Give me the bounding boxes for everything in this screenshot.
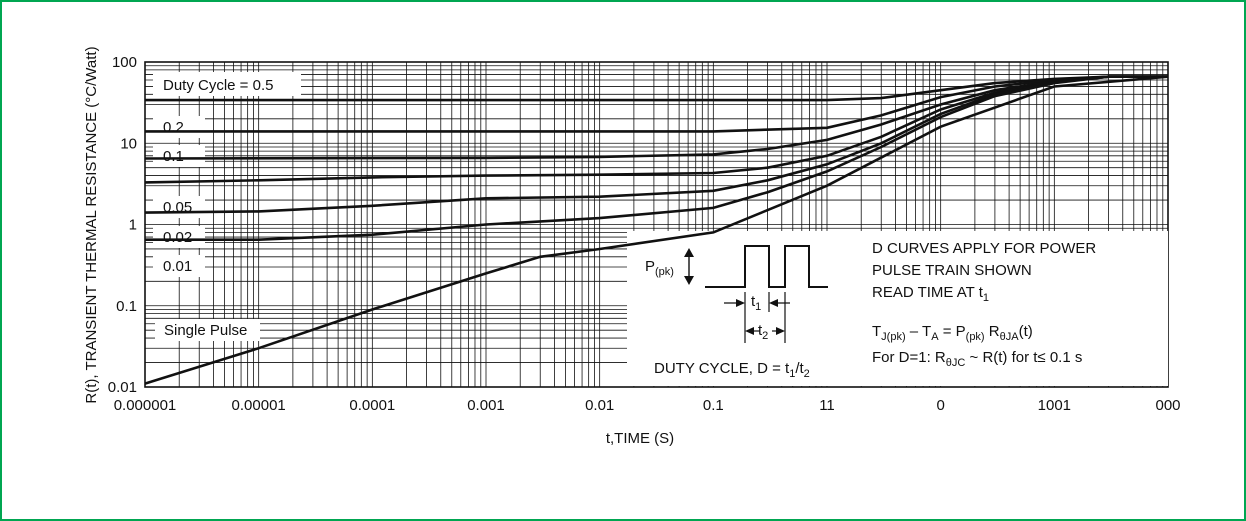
label-duty-005: 0.05 xyxy=(163,199,192,216)
label-duty-002: 0.02 xyxy=(163,229,192,246)
x-axis-label: t,TIME (S) xyxy=(606,430,674,447)
x-tick-label: 1001 xyxy=(1038,397,1071,414)
series-line-5 xyxy=(145,75,1168,241)
plot-border xyxy=(144,61,1169,388)
x-tick-label: 0.001 xyxy=(467,397,505,414)
x-ticks: 0.000001 0.00001 0.0001 0.001 0.01 0.1 11 0 1001… xyxy=(114,397,1181,414)
note-line-1: D CURVES APPLY FOR POWER xyxy=(872,240,1096,257)
series-line-4 xyxy=(144,75,1168,214)
ppk-label: P(pk) xyxy=(645,258,674,278)
label-mask-05 xyxy=(153,72,301,96)
y-tick-label: 10 xyxy=(120,135,137,152)
label-duty-01: 0.1 xyxy=(163,148,184,165)
label-duty-001: 0.01 xyxy=(163,258,192,275)
y-tick-label: 0.01 xyxy=(108,379,137,396)
x-tick-label: 0.000001 xyxy=(114,397,177,414)
note-d1: For D=1: RθJC ~ R(t) for t≤ 0.1 s xyxy=(872,349,1082,369)
note-line-2: PULSE TRAIN SHOWN xyxy=(872,262,1032,279)
t2-label: t2 xyxy=(758,322,768,342)
label-mask-001 xyxy=(153,255,205,277)
t1-arrowhead-left xyxy=(736,299,745,307)
label-mask-01 xyxy=(153,145,205,167)
label-single-pulse: Single Pulse xyxy=(164,322,247,339)
pulse-waveform xyxy=(705,245,828,288)
series-line-6 xyxy=(144,75,1169,385)
pulse-train-diagram: P(pk) t1 t2 DUTY CYCLE, D = t1/t2 xyxy=(645,245,828,380)
x-tick-label: 0 xyxy=(936,397,944,414)
t2-arrowhead-right xyxy=(776,327,785,335)
y-tick-label: 1 xyxy=(129,217,137,234)
ppk-arrow-down xyxy=(684,276,694,285)
x-tick-label: 0.1 xyxy=(703,397,724,414)
note-formula: TJ(pk) – TA = P(pk) RθJA(t) xyxy=(872,323,1033,343)
label-mask-002 xyxy=(153,226,205,248)
label-duty-02: 0.2 xyxy=(163,119,184,136)
ppk-arrow-up xyxy=(684,248,694,257)
x-tick-label: 000 xyxy=(1155,397,1180,414)
y-axis-label: R(t), TRANSIENT THERMAL RESISTANCE (°C/W… xyxy=(83,46,100,403)
note-line-3: READ TIME AT t1 xyxy=(872,284,989,304)
t2-arrowhead-left xyxy=(745,327,754,335)
x-tick-label: 0.01 xyxy=(585,397,614,414)
label-mask-single xyxy=(155,319,260,341)
y-ticks: 100 10 1 0.1 0.01 xyxy=(108,54,137,396)
y-tick-label: 0.1 xyxy=(116,298,137,315)
x-tick-label: 11 xyxy=(819,397,835,414)
y-tick-label: 100 xyxy=(112,54,137,71)
x-tick-label: 0.00001 xyxy=(232,397,286,414)
t1-label: t1 xyxy=(751,293,761,313)
curves xyxy=(144,75,1169,385)
label-duty-05: Duty Cycle = 0.5 xyxy=(163,77,273,94)
inset-mask xyxy=(627,231,1168,386)
duty-cycle-formula: DUTY CYCLE, D = t1/t2 xyxy=(654,360,810,380)
x-tick-label: 0.0001 xyxy=(349,397,395,414)
t1-arrowhead-right xyxy=(769,299,778,307)
